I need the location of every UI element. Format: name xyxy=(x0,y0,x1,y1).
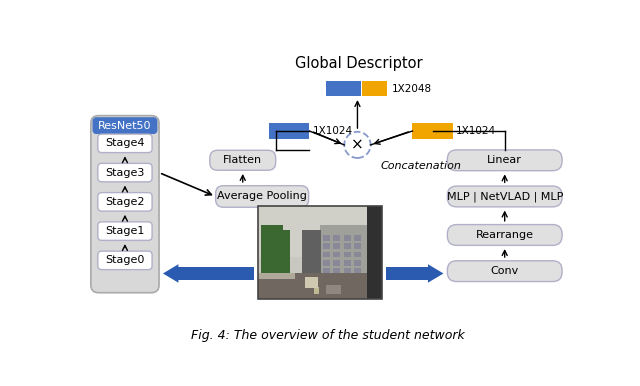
Bar xyxy=(323,235,330,240)
Bar xyxy=(323,268,330,274)
FancyBboxPatch shape xyxy=(91,116,159,293)
FancyBboxPatch shape xyxy=(98,134,152,152)
Bar xyxy=(344,268,351,274)
Bar xyxy=(323,277,330,282)
FancyBboxPatch shape xyxy=(98,163,152,182)
FancyBboxPatch shape xyxy=(98,222,152,240)
Bar xyxy=(344,244,351,249)
Bar xyxy=(355,252,361,257)
Bar xyxy=(259,207,382,299)
Text: Stage0: Stage0 xyxy=(105,256,145,266)
Bar xyxy=(333,252,340,257)
Text: Stage4: Stage4 xyxy=(105,138,145,148)
Bar xyxy=(320,225,370,290)
FancyBboxPatch shape xyxy=(216,186,308,207)
Text: 1X1024: 1X1024 xyxy=(312,126,353,136)
Bar xyxy=(323,260,330,266)
Text: Flatten: Flatten xyxy=(223,155,262,165)
Bar xyxy=(333,235,340,240)
Bar xyxy=(259,207,382,299)
FancyBboxPatch shape xyxy=(98,251,152,269)
Bar xyxy=(260,225,283,276)
Bar xyxy=(314,287,319,294)
Bar xyxy=(269,123,309,139)
Bar xyxy=(344,260,351,266)
Text: Stage3: Stage3 xyxy=(105,168,145,178)
Bar xyxy=(355,277,361,282)
Bar xyxy=(355,268,361,274)
Text: Linear: Linear xyxy=(487,155,522,165)
Circle shape xyxy=(344,132,371,158)
Bar xyxy=(301,230,321,276)
FancyBboxPatch shape xyxy=(447,150,562,171)
Text: ResNet50: ResNet50 xyxy=(98,121,152,130)
FancyBboxPatch shape xyxy=(447,225,562,245)
Bar xyxy=(333,268,340,274)
Bar xyxy=(333,244,340,249)
Bar xyxy=(355,260,361,266)
Bar xyxy=(344,252,351,257)
Text: Conv: Conv xyxy=(491,266,519,276)
Text: Concatenation: Concatenation xyxy=(381,161,461,171)
Text: MLP | NetVLAD | MLP: MLP | NetVLAD | MLP xyxy=(447,191,563,202)
Bar xyxy=(412,123,452,139)
Bar xyxy=(259,273,296,279)
Bar xyxy=(344,235,351,240)
Bar xyxy=(355,244,361,249)
Polygon shape xyxy=(163,264,179,283)
Bar xyxy=(323,252,330,257)
Text: Stage2: Stage2 xyxy=(105,197,145,207)
Bar xyxy=(326,285,341,294)
FancyBboxPatch shape xyxy=(447,261,562,281)
Bar xyxy=(355,235,361,240)
Bar xyxy=(362,81,387,96)
Text: 1X1024: 1X1024 xyxy=(456,126,496,136)
Bar xyxy=(323,244,330,249)
FancyBboxPatch shape xyxy=(447,186,562,207)
Bar xyxy=(333,260,340,266)
Text: Average Pooling: Average Pooling xyxy=(217,191,307,201)
Bar xyxy=(344,277,351,282)
FancyBboxPatch shape xyxy=(98,193,152,211)
FancyBboxPatch shape xyxy=(210,150,276,170)
Text: Fig. 4: The overview of the student network: Fig. 4: The overview of the student netw… xyxy=(191,328,465,342)
Bar xyxy=(273,230,291,276)
Text: Global Descriptor: Global Descriptor xyxy=(295,56,423,71)
Bar xyxy=(259,273,382,299)
Bar xyxy=(333,277,340,282)
Bar xyxy=(259,207,382,257)
Text: Stage1: Stage1 xyxy=(105,226,145,236)
Text: Rearrange: Rearrange xyxy=(476,230,534,240)
FancyBboxPatch shape xyxy=(93,118,157,133)
Text: 1X2048: 1X2048 xyxy=(392,84,432,94)
Bar xyxy=(320,225,370,290)
Text: ×: × xyxy=(351,137,364,152)
Bar xyxy=(386,267,428,279)
Bar xyxy=(367,207,382,299)
Bar xyxy=(326,81,361,96)
Bar xyxy=(179,267,254,279)
Polygon shape xyxy=(428,264,444,283)
Bar xyxy=(305,277,318,288)
